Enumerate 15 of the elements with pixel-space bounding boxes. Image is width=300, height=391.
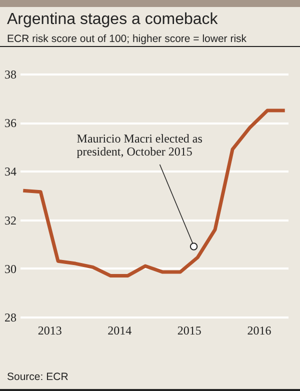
y-tick-label: 28: [4, 310, 16, 324]
y-tick-label: 30: [4, 262, 16, 276]
y-tick-label: 36: [4, 116, 16, 130]
chart-title: Argentina stages a comeback: [7, 11, 219, 29]
x-tick-label: 2015: [177, 324, 202, 338]
y-tick-label: 32: [4, 213, 16, 228]
line-series: [21, 108, 287, 278]
x-tick-label: 2014: [108, 324, 132, 338]
x-tick-label: 2016: [247, 324, 272, 338]
y-tick-label: 38: [4, 68, 16, 82]
y-tick-label: 34: [4, 164, 16, 179]
annotation: Mauricio Macri elected as president, October 2015: [76, 132, 203, 159]
source-note: Source: ECR: [7, 371, 68, 383]
chart-subtitle: ECR risk score out of 100; higher score = lower risk: [7, 33, 248, 46]
x-tick-label: 2013: [38, 324, 62, 338]
